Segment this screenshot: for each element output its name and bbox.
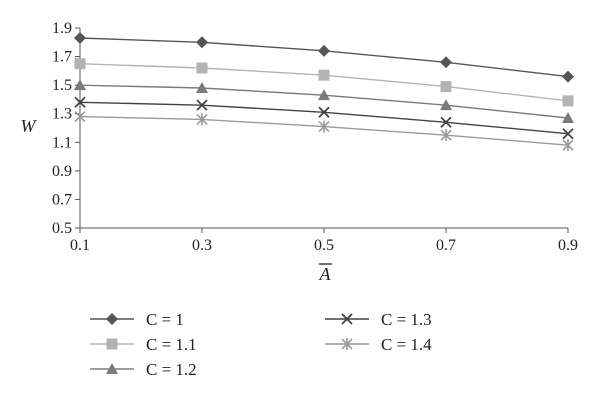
y-tick-label: 1.5 <box>52 77 72 94</box>
data-point-marker <box>196 62 208 74</box>
data-point-marker <box>74 96 86 108</box>
data-point-marker <box>562 139 574 152</box>
y-tick-label: 1.3 <box>52 106 72 123</box>
x-tick-label: 0.9 <box>558 237 578 254</box>
legend-item: C = 1.2 <box>90 360 197 379</box>
y-tick-labels: 0.5 0.7 0.9 1.1 1.3 1.5 1.7 1.9 <box>52 20 80 237</box>
data-point-marker <box>106 338 118 350</box>
data-point-marker <box>318 106 330 118</box>
x-tick-label: 0.7 <box>436 237 456 254</box>
y-tick-label: 1.9 <box>52 20 72 37</box>
y-axis-title: W <box>21 116 38 136</box>
data-point-marker <box>562 95 574 107</box>
data-point-marker <box>440 116 452 128</box>
legend-label: C = 1 <box>146 310 184 329</box>
data-point-marker <box>106 363 118 374</box>
data-point-marker <box>74 32 86 44</box>
data-point-marker <box>341 313 353 325</box>
x-tick-label: 0.1 <box>70 237 90 254</box>
y-tick-label: 0.7 <box>52 191 72 208</box>
legend-label: C = 1.2 <box>146 360 197 379</box>
y-tick-label: 1.1 <box>52 134 72 151</box>
series-1 <box>74 32 574 83</box>
data-point-marker <box>106 313 118 325</box>
data-point-marker <box>440 81 452 93</box>
x-tick-label: 0.5 <box>314 237 334 254</box>
data-point-marker <box>196 36 208 49</box>
data-point-marker <box>341 338 353 350</box>
series-2 <box>74 58 574 107</box>
data-point-marker <box>196 82 208 93</box>
series-layer <box>74 32 574 152</box>
legend-label: C = 1.1 <box>146 335 197 354</box>
data-point-marker <box>74 79 86 91</box>
y-tick-label: 0.5 <box>52 220 72 237</box>
data-point-marker <box>440 99 452 111</box>
legend-label: C = 1.3 <box>381 310 432 329</box>
data-point-marker <box>562 128 574 140</box>
legend-item: C = 1 <box>90 310 184 329</box>
x-axis-title: A <box>319 264 332 284</box>
legend-item: C = 1.3 <box>325 310 432 329</box>
data-point-marker <box>318 44 330 57</box>
x-tick-label: 0.3 <box>192 237 212 254</box>
data-point-marker <box>318 89 330 101</box>
data-point-marker <box>74 58 86 70</box>
legend-item: C = 1.4 <box>325 335 432 354</box>
series-4 <box>74 96 574 140</box>
data-point-marker <box>196 113 208 126</box>
series-5 <box>74 110 574 152</box>
data-point-marker <box>440 129 452 142</box>
data-point-marker <box>440 56 452 69</box>
legend-item: C = 1.1 <box>90 335 197 354</box>
legend-label: C = 1.4 <box>381 335 432 354</box>
data-point-marker <box>196 99 208 111</box>
x-tick-labels: 0.1 0.3 0.5 0.7 0.9 <box>70 228 578 254</box>
data-point-marker <box>74 110 86 123</box>
data-point-marker <box>318 69 330 81</box>
data-point-marker <box>562 112 574 123</box>
y-tick-label: 1.7 <box>52 49 72 66</box>
y-tick-label: 0.9 <box>52 163 72 180</box>
data-point-marker <box>318 120 330 133</box>
legend: C = 1 C = 1.1 C = 1.2 C = 1.3 C = 1.4 <box>90 310 432 379</box>
data-point-marker <box>562 70 574 83</box>
series-3 <box>74 79 574 123</box>
